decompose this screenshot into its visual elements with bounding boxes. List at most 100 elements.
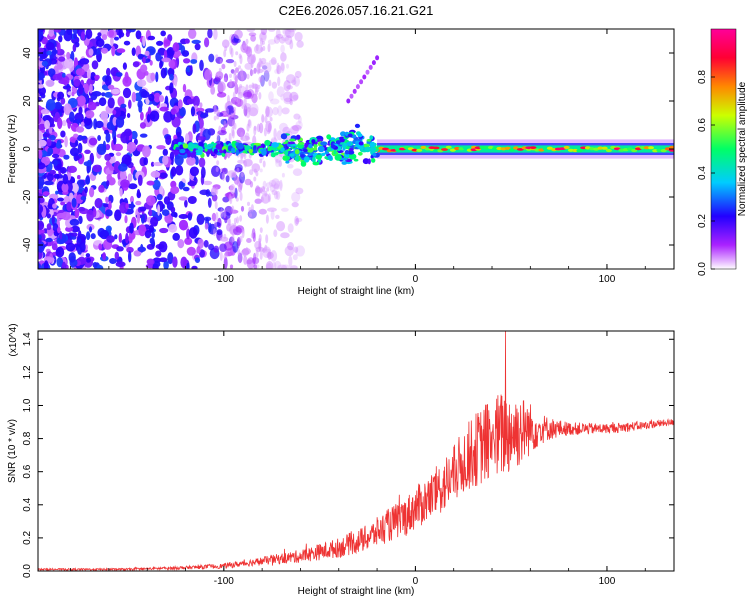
noise-speckle — [155, 71, 159, 83]
noise-speckle — [276, 64, 282, 75]
noise-speckle — [65, 242, 76, 252]
noise-speckle — [169, 82, 174, 94]
signal-blob — [304, 142, 308, 149]
noise-speckle — [222, 196, 230, 203]
faint-streak — [267, 43, 271, 53]
noise-speckle — [279, 179, 283, 192]
noise-speckle — [276, 86, 285, 98]
noise-speckle — [168, 223, 178, 233]
signal-blob — [289, 153, 295, 157]
signal-blob — [302, 148, 308, 153]
faint-streak — [249, 213, 252, 218]
noise-speckle — [120, 131, 130, 144]
snr-frame — [37, 330, 675, 572]
signal-blob — [313, 143, 318, 148]
noise-speckle — [272, 261, 277, 269]
noise-speckle — [272, 107, 279, 116]
noise-speckle — [191, 265, 198, 269]
faint-streak — [244, 160, 247, 168]
noise-speckle — [121, 154, 132, 167]
noise-speckle — [53, 159, 58, 167]
noise-speckle — [84, 149, 91, 154]
noise-speckle — [161, 209, 170, 217]
signal-blob — [349, 153, 357, 160]
noise-speckle — [122, 87, 132, 99]
faint-streak — [214, 201, 218, 210]
noise-speckle — [77, 95, 86, 107]
noise-speckle — [38, 176, 45, 187]
noise-speckle — [283, 97, 293, 105]
noise-speckle — [156, 193, 163, 201]
faint-streak — [245, 84, 249, 92]
faint-streak — [243, 248, 247, 258]
colorbar-tick-label: 0.2 — [697, 214, 708, 228]
noise-speckle — [38, 220, 45, 231]
faint-streak — [253, 94, 256, 103]
faint-streak — [260, 196, 264, 203]
noise-speckle — [103, 203, 110, 208]
noise-speckle — [80, 196, 87, 201]
noise-speckle — [197, 110, 201, 121]
noise-speckle — [294, 70, 302, 79]
signal-blob — [353, 158, 359, 162]
noise-speckle — [78, 84, 84, 95]
faint-streak — [250, 233, 254, 239]
noise-speckle — [159, 227, 169, 234]
noise-speckle — [148, 93, 155, 102]
noise-speckle — [280, 264, 291, 269]
noise-speckle — [69, 192, 74, 201]
noise-speckle — [270, 209, 275, 220]
faint-streak — [217, 109, 220, 115]
noise-speckle — [69, 218, 80, 226]
noise-speckle — [128, 183, 138, 190]
signal-blob — [320, 141, 328, 146]
noise-speckle — [137, 53, 145, 60]
signal-blob — [198, 141, 204, 147]
noise-speckle — [84, 83, 90, 94]
signal-blob — [290, 143, 298, 147]
noise-speckle — [136, 189, 141, 198]
faint-streak — [240, 68, 244, 77]
noise-speckle — [38, 41, 42, 48]
faint-streak — [262, 186, 266, 193]
noise-speckle — [113, 106, 121, 118]
signal-blob — [280, 147, 285, 153]
faint-streak — [235, 51, 239, 56]
band-blob — [639, 146, 646, 150]
noise-speckle — [75, 126, 85, 133]
noise-speckle — [280, 52, 287, 62]
noise-speckle — [256, 123, 261, 133]
noise-speckle — [97, 32, 102, 37]
faint-streak — [223, 77, 227, 83]
noise-speckle — [199, 249, 205, 258]
chirp-blob — [365, 69, 370, 75]
noise-speckle — [61, 72, 66, 78]
noise-speckle — [40, 108, 50, 115]
noise-speckle — [110, 35, 114, 47]
noise-speckle — [163, 260, 169, 269]
noise-speckle — [157, 204, 161, 216]
noise-speckle — [152, 179, 161, 190]
noise-speckle — [46, 223, 52, 231]
noise-speckle — [243, 255, 248, 265]
faint-streak — [243, 153, 247, 160]
signal-blob — [267, 148, 272, 152]
signal-blob — [253, 142, 261, 146]
faint-streak — [231, 205, 235, 214]
noise-speckle — [295, 120, 303, 130]
noise-speckle — [271, 138, 278, 143]
noise-speckle — [159, 185, 164, 195]
faint-streak — [262, 160, 266, 168]
faint-streak — [248, 206, 252, 213]
band-blob — [462, 146, 469, 150]
band-blob — [508, 148, 515, 152]
noise-speckle — [186, 228, 191, 240]
signal-blob — [340, 131, 346, 137]
burst-blob — [330, 144, 336, 149]
noise-speckle — [76, 179, 85, 188]
snr-exponent: (x10^4) — [8, 323, 19, 356]
noise-speckle — [128, 99, 132, 109]
chirp-blob — [362, 74, 367, 80]
noise-speckle — [49, 169, 56, 175]
noise-speckle — [213, 245, 219, 253]
